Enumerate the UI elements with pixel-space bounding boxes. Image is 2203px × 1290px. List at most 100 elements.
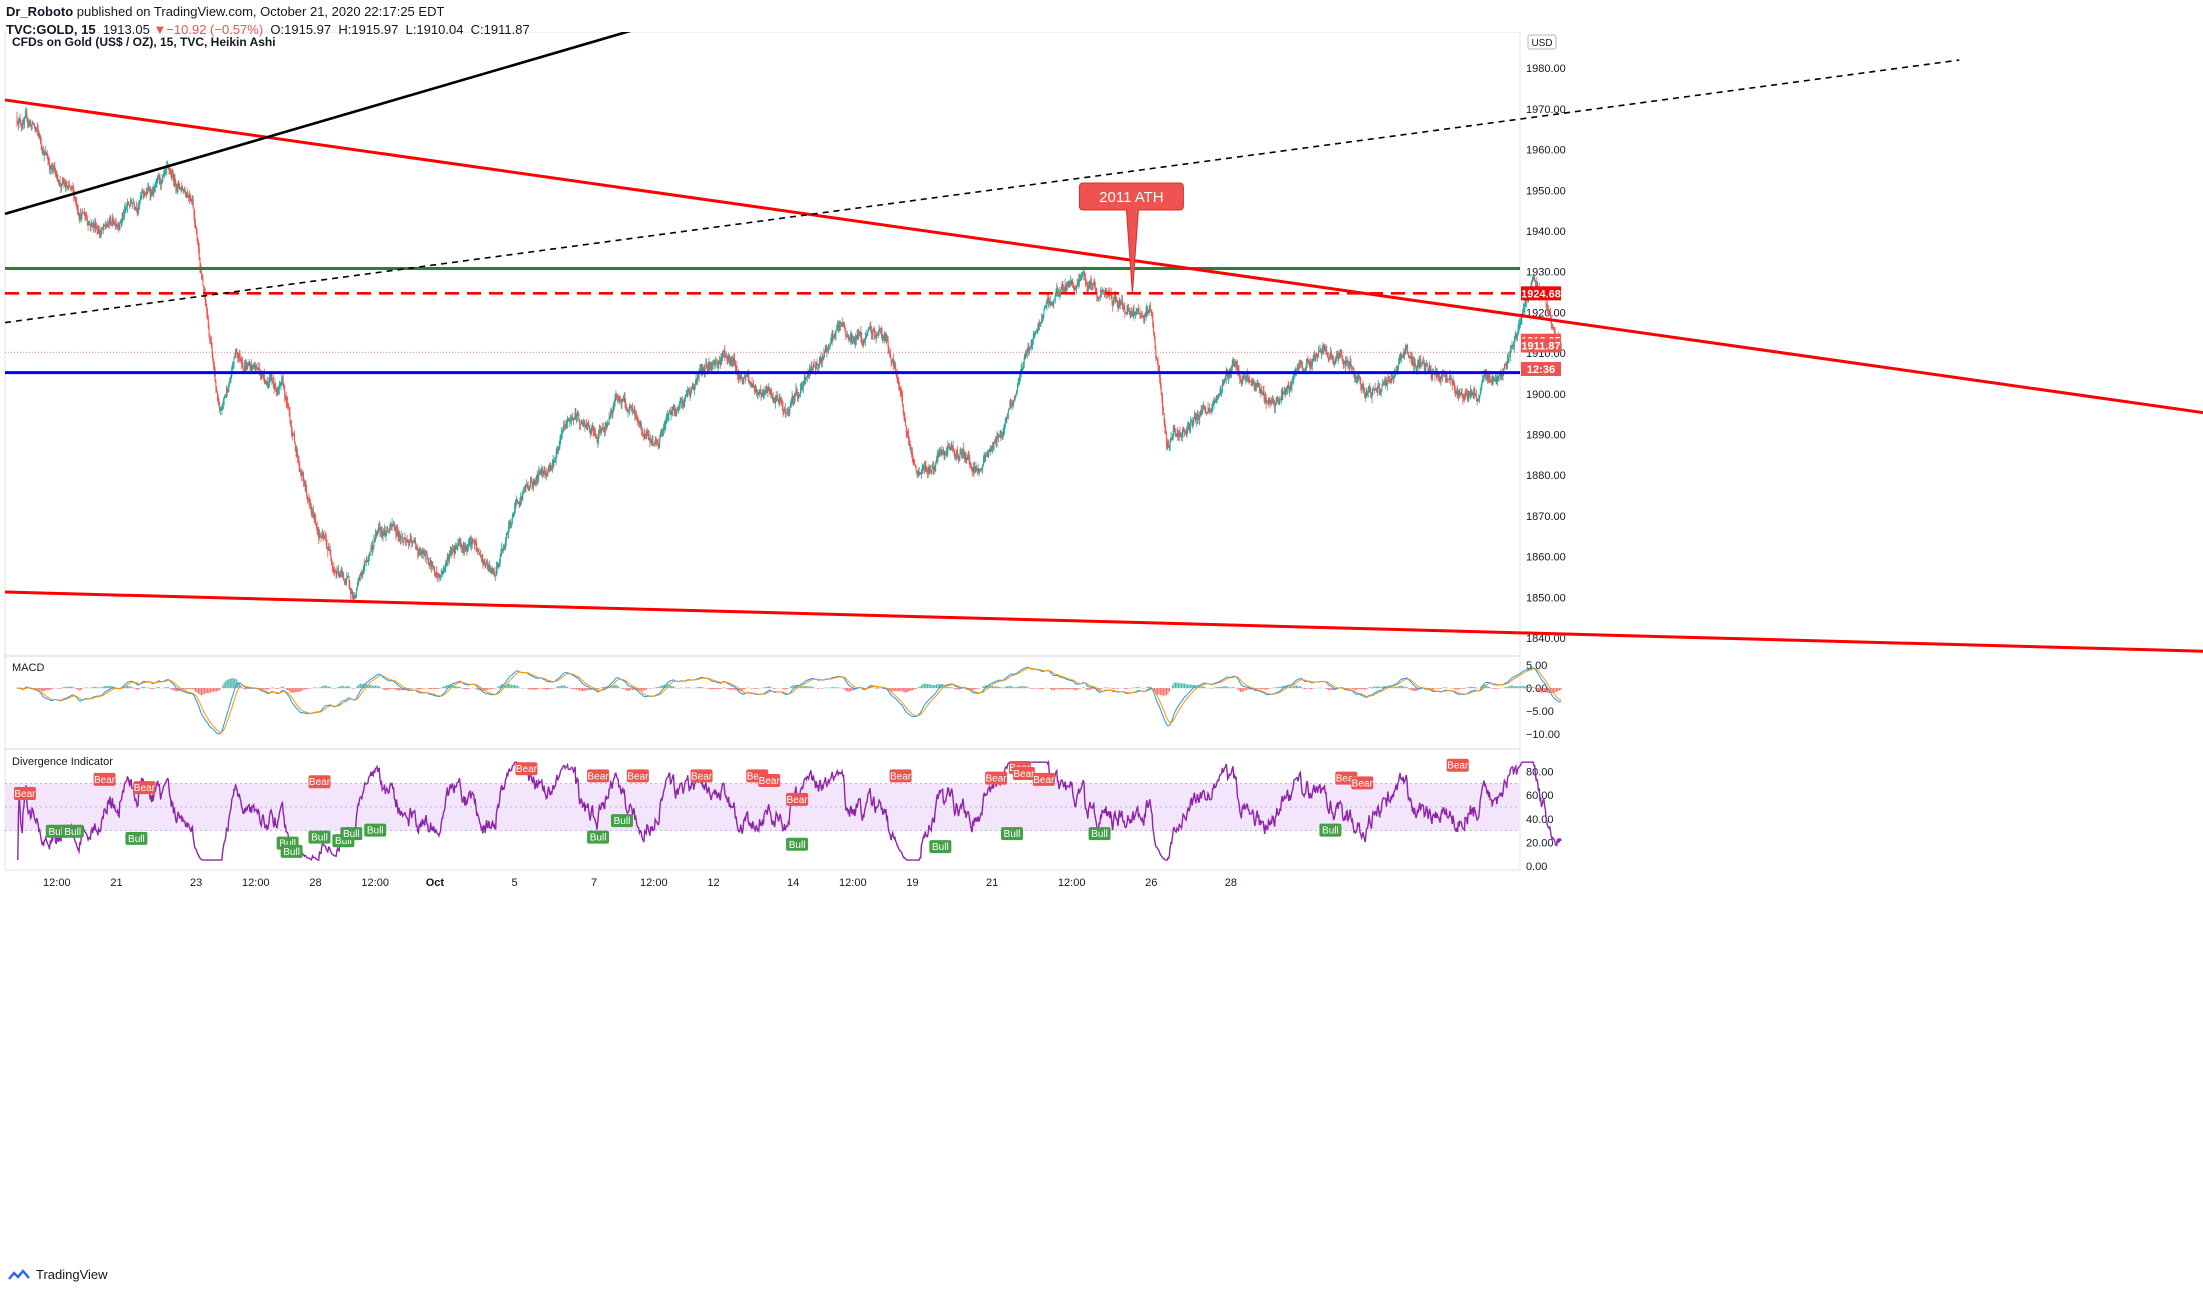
candle (689, 386, 691, 401)
candle-body (180, 187, 182, 188)
candle-body (848, 337, 850, 339)
candle-body (1064, 284, 1066, 288)
candle (289, 407, 291, 424)
candle (374, 537, 376, 544)
candle-body (119, 221, 121, 229)
candle-body (523, 488, 525, 490)
candle-body (381, 531, 383, 536)
candle (1213, 400, 1215, 410)
candle (661, 428, 663, 437)
candle-body (1258, 385, 1260, 393)
candle (891, 360, 893, 366)
candle (877, 332, 879, 336)
candle (247, 362, 249, 371)
candle (387, 527, 389, 534)
candle-body (340, 571, 342, 573)
candle (1202, 404, 1204, 414)
candle (505, 537, 507, 551)
candle-body (547, 469, 549, 475)
candle-body (729, 359, 731, 362)
candle (426, 549, 428, 564)
candle-body (916, 470, 918, 473)
candle-body (813, 364, 815, 367)
candle (849, 332, 851, 345)
currency-tag[interactable]: USD (1527, 34, 1557, 50)
candle-body (161, 178, 163, 181)
rsi-tick-label: 80.00 (1526, 767, 1554, 779)
candle-body (1035, 330, 1037, 332)
candle (824, 344, 826, 354)
candle-body (71, 186, 73, 188)
candle (406, 534, 408, 544)
candle-body (712, 363, 714, 365)
candle (514, 502, 516, 516)
candle-body (865, 335, 867, 339)
candle (184, 185, 186, 195)
candle (801, 382, 803, 390)
candle (1119, 298, 1121, 310)
candle (523, 487, 525, 494)
candle-body (1150, 308, 1152, 311)
candle (1163, 412, 1165, 427)
candle-body (138, 203, 140, 210)
candle (1185, 428, 1187, 437)
candle (1240, 375, 1242, 383)
candle-body (286, 402, 288, 404)
candle-body (44, 153, 46, 155)
candle (591, 426, 593, 436)
candle-body (1183, 428, 1185, 430)
candle-body (199, 257, 201, 268)
candle (368, 554, 370, 566)
candle-body (1086, 284, 1088, 287)
candle (1143, 313, 1145, 324)
candle (849, 336, 851, 341)
candle-body (1127, 308, 1129, 312)
candle (784, 406, 786, 413)
candle-body (715, 361, 717, 363)
candle-body (145, 194, 147, 196)
candle-body (1247, 375, 1249, 379)
candle-body (526, 484, 528, 487)
candle (418, 549, 420, 558)
candle-body (50, 166, 52, 169)
candle-body (191, 200, 193, 202)
candle-body (981, 468, 983, 470)
candle-body (986, 455, 988, 457)
candle-body (520, 497, 522, 503)
candle-body (486, 561, 488, 565)
candle (24, 116, 26, 129)
candle-body (877, 334, 879, 335)
candle (36, 127, 38, 133)
candle (433, 565, 435, 570)
candle-body (1003, 429, 1005, 433)
candle (294, 430, 296, 444)
candle-body (78, 214, 80, 219)
candle-body (939, 451, 941, 453)
price-tick-label: 1940.00 (1526, 226, 1566, 238)
candle-body (1164, 421, 1166, 428)
candle (522, 491, 524, 501)
candle-body (1000, 435, 1002, 438)
candle (732, 357, 734, 367)
candle (545, 467, 547, 481)
candle-body (1043, 310, 1045, 315)
candle-body (904, 417, 906, 419)
candle (746, 373, 748, 378)
candle (245, 359, 247, 373)
candle (827, 343, 829, 355)
candle-body (920, 473, 922, 475)
candle (562, 427, 564, 434)
candle (1060, 284, 1062, 291)
candle-body (113, 221, 115, 224)
candle-body (959, 453, 961, 456)
candle-body (1077, 283, 1079, 284)
candle-body (1097, 296, 1099, 300)
candle (337, 567, 339, 574)
candle (190, 194, 192, 203)
candle-body (460, 542, 462, 546)
candle (348, 575, 350, 589)
candle-body (430, 560, 432, 564)
candle (678, 404, 680, 414)
candle-body (945, 452, 947, 455)
